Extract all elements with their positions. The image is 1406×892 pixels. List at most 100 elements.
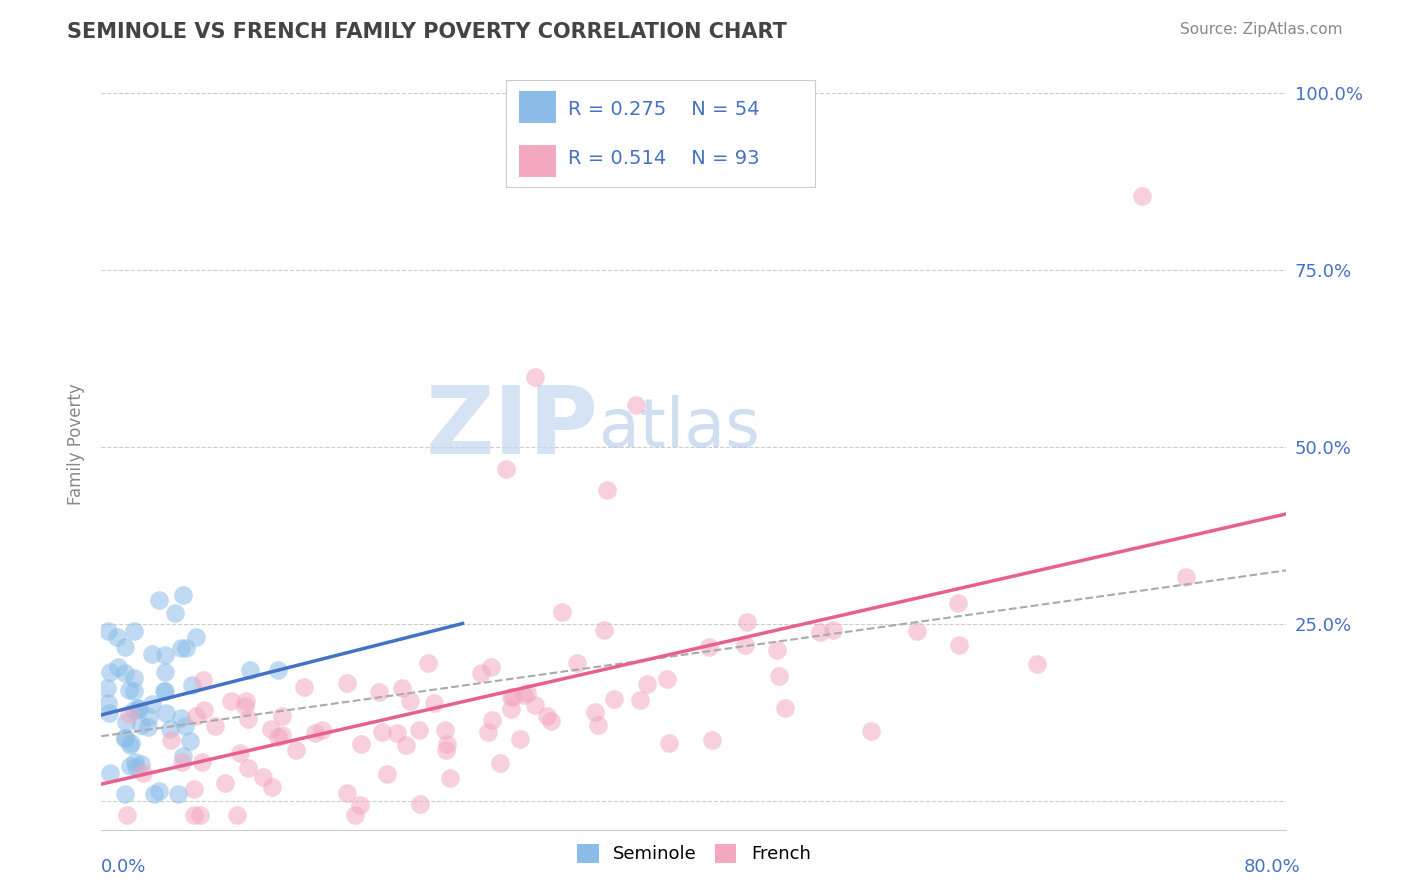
Point bbox=[636, 677, 658, 691]
Point bbox=[398, 694, 420, 708]
Point bbox=[470, 665, 492, 680]
Point bbox=[509, 732, 531, 747]
Point bbox=[585, 706, 607, 720]
Point bbox=[270, 728, 292, 742]
Point bbox=[132, 766, 155, 780]
Point bbox=[267, 663, 290, 677]
Point bbox=[540, 714, 562, 728]
Point bbox=[285, 743, 308, 757]
Point bbox=[768, 669, 790, 683]
Point bbox=[416, 656, 439, 670]
Point bbox=[775, 701, 797, 715]
Point bbox=[120, 736, 142, 750]
Point bbox=[262, 780, 284, 795]
Point bbox=[628, 692, 651, 706]
Point bbox=[948, 638, 970, 652]
Point bbox=[226, 807, 249, 822]
Point bbox=[174, 718, 197, 732]
Point bbox=[153, 683, 176, 698]
Point bbox=[98, 665, 121, 679]
Point bbox=[501, 690, 523, 704]
Point bbox=[173, 588, 195, 602]
Point bbox=[239, 663, 262, 677]
Point bbox=[658, 736, 681, 750]
Point bbox=[114, 731, 136, 745]
Point bbox=[122, 703, 145, 717]
Point bbox=[172, 756, 194, 770]
Point bbox=[136, 720, 159, 734]
Point bbox=[700, 733, 723, 747]
Point bbox=[229, 746, 252, 760]
Point bbox=[214, 776, 236, 790]
Point bbox=[391, 681, 413, 695]
Point bbox=[155, 706, 177, 721]
Point bbox=[336, 675, 359, 690]
Point bbox=[129, 718, 152, 732]
Point bbox=[481, 713, 503, 727]
Point bbox=[735, 615, 758, 629]
Point bbox=[697, 640, 720, 654]
Point bbox=[124, 672, 146, 686]
FancyBboxPatch shape bbox=[519, 91, 555, 123]
Point bbox=[821, 624, 844, 638]
Point bbox=[350, 737, 373, 751]
Point bbox=[808, 625, 831, 640]
Point bbox=[536, 708, 558, 723]
Point bbox=[159, 722, 181, 736]
Point bbox=[495, 461, 517, 475]
Point bbox=[118, 706, 141, 721]
Point bbox=[270, 709, 292, 723]
Point bbox=[204, 719, 226, 733]
Point bbox=[860, 723, 883, 738]
Point bbox=[233, 698, 256, 713]
Point bbox=[118, 759, 141, 773]
Point bbox=[336, 786, 359, 800]
Y-axis label: Family Poverty: Family Poverty bbox=[67, 383, 86, 505]
Point bbox=[488, 756, 510, 771]
Point bbox=[1174, 570, 1197, 584]
FancyBboxPatch shape bbox=[519, 145, 555, 177]
Point bbox=[184, 709, 207, 723]
Text: R = 0.275    N = 54: R = 0.275 N = 54 bbox=[568, 100, 759, 119]
Point bbox=[408, 723, 430, 737]
Point bbox=[1130, 189, 1153, 203]
Point bbox=[125, 759, 148, 773]
Point bbox=[153, 665, 176, 680]
Point bbox=[97, 696, 120, 710]
Text: SEMINOLE VS FRENCH FAMILY POVERTY CORRELATION CHART: SEMINOLE VS FRENCH FAMILY POVERTY CORREL… bbox=[67, 22, 787, 42]
Point bbox=[252, 770, 274, 784]
Point bbox=[436, 737, 458, 751]
Point bbox=[624, 398, 647, 412]
Text: 80.0%: 80.0% bbox=[1244, 858, 1301, 876]
Point bbox=[516, 686, 538, 700]
Point bbox=[260, 723, 283, 737]
Point bbox=[311, 723, 333, 737]
Point bbox=[100, 765, 122, 780]
Point bbox=[114, 787, 136, 801]
Point bbox=[523, 698, 546, 713]
Point bbox=[172, 749, 194, 764]
Point bbox=[97, 706, 120, 720]
Point bbox=[160, 732, 183, 747]
Point bbox=[395, 739, 418, 753]
Point bbox=[267, 730, 290, 744]
Point bbox=[127, 700, 149, 714]
Point bbox=[118, 739, 141, 753]
Point bbox=[114, 640, 136, 654]
Point bbox=[371, 724, 394, 739]
Point bbox=[167, 787, 190, 801]
Point bbox=[349, 797, 371, 812]
Point bbox=[193, 703, 215, 717]
Point bbox=[593, 624, 616, 638]
Point bbox=[188, 808, 211, 822]
Point bbox=[115, 808, 138, 822]
Point bbox=[128, 702, 150, 716]
Point bbox=[129, 756, 152, 771]
Point bbox=[385, 726, 408, 740]
Point bbox=[153, 648, 176, 663]
Point bbox=[502, 690, 524, 705]
Point bbox=[219, 694, 242, 708]
Point bbox=[96, 681, 118, 696]
Text: Source: ZipAtlas.com: Source: ZipAtlas.com bbox=[1180, 22, 1343, 37]
Text: atlas: atlas bbox=[599, 395, 759, 461]
